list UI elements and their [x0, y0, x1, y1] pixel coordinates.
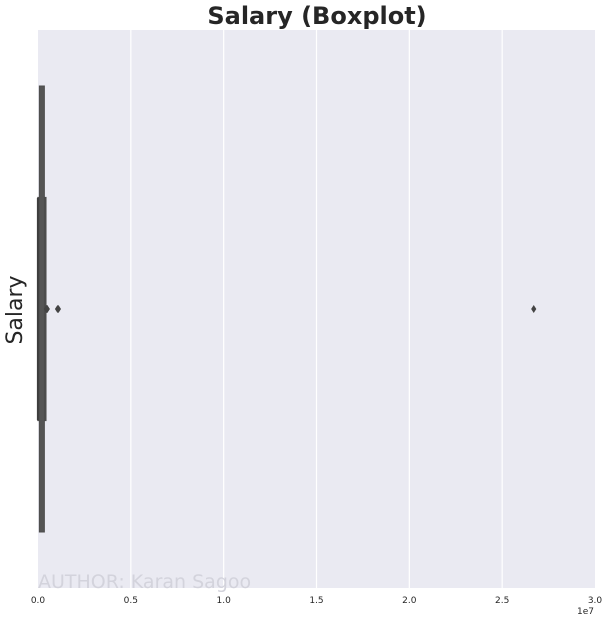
outlier-group	[43, 305, 537, 313]
outlier-point	[44, 305, 50, 313]
x-tick-label: 1.5	[309, 596, 323, 606]
x-tick-label: 3.0	[588, 596, 603, 606]
whisker-cap-right	[38, 85, 45, 533]
x-tick-label: 2.5	[495, 596, 509, 606]
grid-lines	[130, 30, 503, 588]
y-axis-label: Salary	[3, 275, 28, 344]
outlier-point	[531, 305, 537, 313]
x-tick-label: 0.5	[124, 596, 138, 606]
x-tick-label: 2.0	[402, 596, 417, 606]
x-tick-label: 1.0	[217, 596, 232, 606]
x-axis-offset-label: 1e7	[577, 607, 594, 617]
x-tick-label: 0.0	[31, 596, 46, 606]
chart-title: Salary (Boxplot)	[207, 2, 426, 30]
x-axis-ticks: 0.0 0.5 1.0 1.5 2.0 2.5 3.0	[31, 596, 603, 606]
watermark: AUTHOR: Karan Sagoo	[38, 571, 251, 593]
outlier-point	[55, 305, 62, 313]
